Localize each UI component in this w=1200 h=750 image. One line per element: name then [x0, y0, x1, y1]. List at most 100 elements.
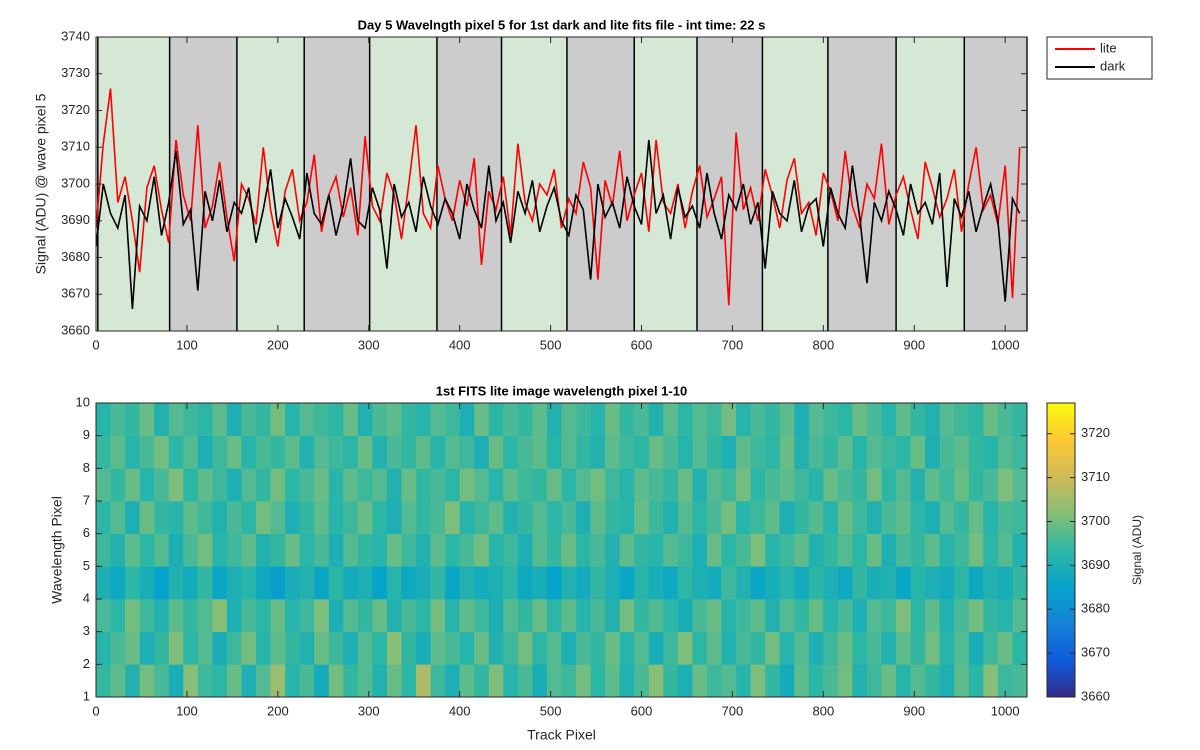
band: [896, 37, 965, 331]
heat-cell: [590, 599, 606, 632]
heat-cell: [517, 533, 533, 567]
heat-cell: [1012, 435, 1028, 469]
colorbar-tick-label: 3710: [1081, 469, 1110, 484]
heat-cell: [270, 664, 286, 698]
heat-cell: [663, 566, 679, 600]
heat-cell: [765, 664, 781, 698]
colorbar-label: Signal (ADU): [1130, 515, 1144, 585]
heat-cell: [270, 631, 286, 665]
heat-cell: [677, 468, 693, 502]
heat-cell: [852, 631, 868, 665]
heat-cell: [328, 566, 344, 600]
heat-cell: [503, 631, 519, 665]
heat-cell: [706, 664, 722, 698]
heat-cell: [139, 631, 155, 665]
heat-cell: [794, 468, 810, 502]
heat-cell: [910, 533, 926, 567]
heat-cell: [546, 403, 562, 436]
heat-cell: [183, 468, 199, 502]
heat-cell: [459, 468, 475, 502]
heat-cell: [706, 501, 722, 534]
heat-cell: [459, 501, 475, 534]
series-line: [96, 139, 1021, 309]
heat-cell: [954, 435, 970, 469]
heat-cell: [968, 566, 984, 600]
heat-cell: [561, 403, 577, 436]
heat-cell: [357, 403, 373, 436]
heat-cell: [852, 566, 868, 600]
heat-cell: [430, 566, 446, 600]
heat-cell: [299, 566, 315, 600]
band: [369, 37, 437, 331]
heat-cell: [416, 501, 431, 534]
heat-cell: [896, 599, 911, 632]
colorbar: [1046, 402, 1076, 698]
heat-cell: [474, 664, 490, 698]
heat-cell: [765, 435, 781, 469]
heat-cell: [168, 599, 184, 632]
heat-cell: [197, 631, 213, 665]
heat-cell: [197, 435, 213, 469]
heat-cell: [983, 403, 999, 436]
heat-cell: [256, 435, 271, 469]
heat-cell: [852, 599, 868, 632]
heat-cell: [794, 599, 810, 632]
heat-cell: [706, 403, 722, 436]
heat-cell: [576, 435, 591, 469]
heat-cell: [896, 631, 911, 665]
heat-cell: [706, 599, 722, 632]
heat-cell: [925, 566, 941, 600]
heat-cell: [634, 533, 650, 567]
heat-cell: [794, 533, 810, 567]
heat-cell: [648, 468, 664, 502]
x-tick-label: 400: [449, 337, 471, 352]
heat-cell: [270, 566, 286, 600]
heat-cell: [939, 435, 955, 469]
heat-cell: [241, 533, 257, 567]
heat-cell: [226, 403, 242, 436]
heat-cell: [779, 501, 795, 534]
heat-cell: [474, 403, 490, 436]
heat-cell: [765, 631, 781, 665]
heat-cell: [925, 599, 941, 632]
heat-cell: [721, 435, 737, 469]
heat-cell: [314, 468, 330, 502]
band: [501, 37, 567, 331]
heat-cell: [997, 501, 1013, 534]
heat-cell: [125, 501, 140, 534]
colorbar-tick-label: 3720: [1081, 425, 1110, 440]
heat-cell: [590, 566, 606, 600]
heat-cell: [968, 631, 984, 665]
heat-cell: [663, 403, 679, 436]
heat-cell: [110, 435, 126, 469]
heat-cell: [997, 664, 1013, 698]
heat-cell: [866, 533, 882, 567]
heat-cell: [226, 631, 242, 665]
legend-box: [1046, 36, 1153, 80]
heat-cell: [692, 599, 708, 632]
heat-cell: [503, 566, 519, 600]
heat-cell: [983, 533, 999, 567]
y-tick-label: 3670: [61, 286, 90, 301]
heat-cell: [386, 403, 402, 436]
heat-cell: [212, 599, 228, 632]
heat-cell: [532, 631, 548, 665]
heat-cell: [226, 501, 242, 534]
heat-cell: [837, 501, 853, 534]
heat-cell: [997, 631, 1013, 665]
heat-cell: [561, 631, 577, 665]
heat-cell: [416, 533, 431, 567]
heat-cell: [139, 533, 155, 567]
heat-cell: [168, 403, 184, 436]
heat-cell: [328, 403, 344, 436]
heat-cell: [925, 664, 941, 698]
heat-cell: [881, 533, 897, 567]
heat-cell: [866, 403, 882, 436]
heat-cell: [779, 599, 795, 632]
heat-cell: [721, 403, 737, 436]
heat-cell: [808, 599, 824, 632]
heat-cell: [866, 435, 882, 469]
heat-cell: [910, 599, 926, 632]
heat-cell: [372, 501, 388, 534]
